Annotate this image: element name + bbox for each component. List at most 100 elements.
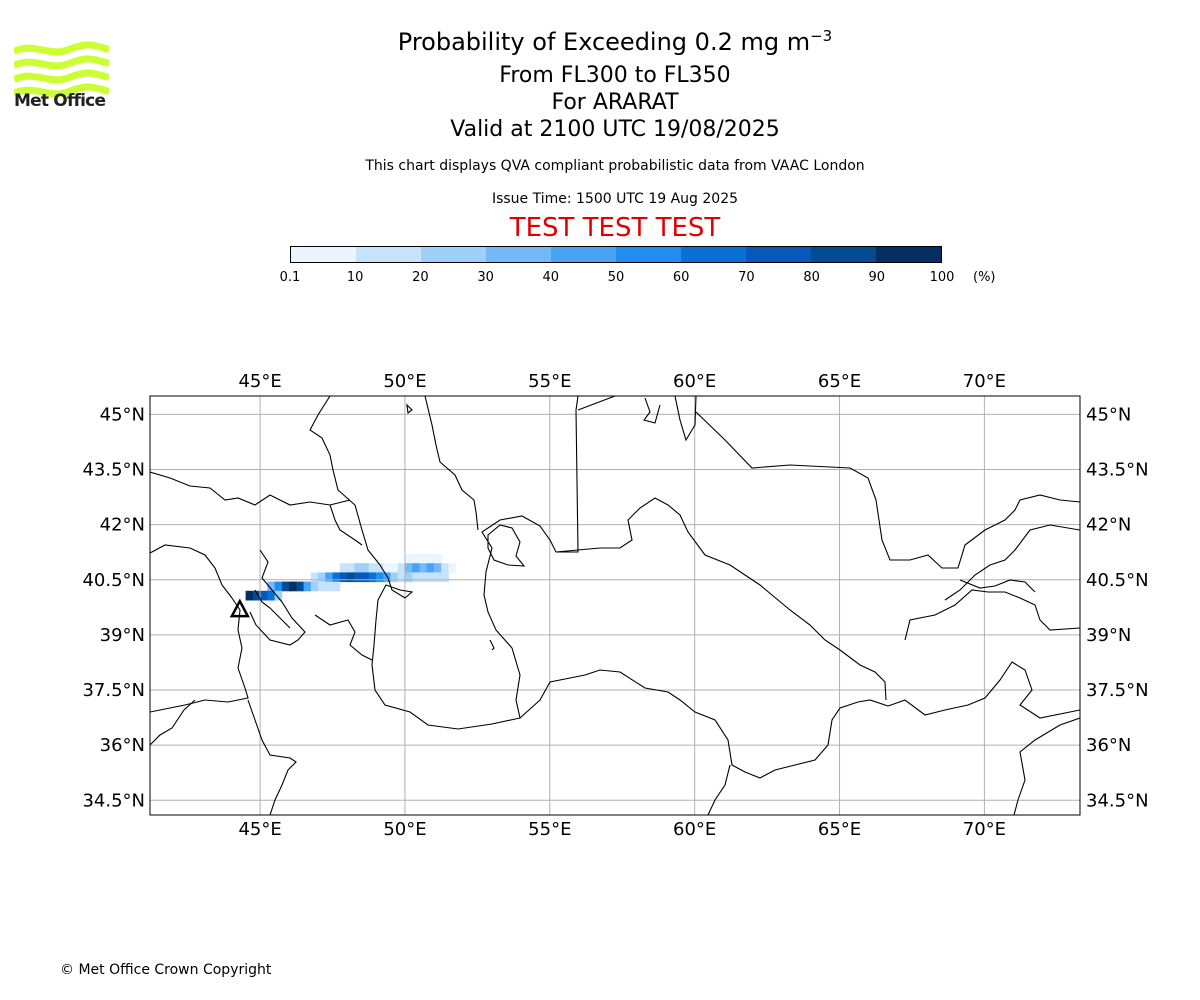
colorbar-segment <box>356 247 421 262</box>
lon-label-top: 45°E <box>238 371 281 392</box>
ash-cell <box>267 581 276 592</box>
border-iran-south <box>247 699 297 815</box>
colorbar-segment <box>876 247 941 262</box>
ash-cell <box>245 590 254 601</box>
ash-cell <box>426 572 435 583</box>
colorbar-tick-label: 50 <box>607 270 625 285</box>
colorbar-tick-label: 90 <box>868 270 886 285</box>
ash-cell <box>267 590 276 601</box>
ash-cell <box>274 581 283 592</box>
ash-cell <box>404 572 413 583</box>
border-caucasus <box>150 544 233 599</box>
ash-cell <box>310 581 319 592</box>
border-turkey-south <box>150 699 196 746</box>
coastlines-and-borders <box>150 396 1080 815</box>
lat-label-right: 39°N <box>1086 625 1131 646</box>
ash-cell <box>260 590 268 601</box>
aral-sea <box>577 396 697 442</box>
border-azerbaijan-south <box>314 614 373 661</box>
title-valid-time: Valid at 2100 UTC 19/08/2025 <box>450 117 780 142</box>
ash-cell <box>281 581 290 592</box>
lat-label-left: 43.5°N <box>82 460 145 481</box>
ash-cell <box>426 563 435 573</box>
volcano-marker <box>229 598 250 618</box>
ash-cell <box>397 572 406 583</box>
border-iran-turkmenistan <box>519 669 889 779</box>
caspian-island <box>489 639 495 651</box>
lat-label-right: 37.5°N <box>1086 680 1149 701</box>
kara-bogaz-gol <box>487 524 526 567</box>
caspian-coastline <box>309 396 579 730</box>
lat-label-right: 45°N <box>1086 404 1131 425</box>
title-flight-levels: From FL300 to FL350 <box>499 63 731 88</box>
ash-cell <box>433 563 442 573</box>
logo-text: Met Office <box>14 91 106 111</box>
colorbar-segment <box>681 247 746 262</box>
lon-label-bottom: 60°E <box>673 819 716 840</box>
ash-cell <box>289 581 297 592</box>
lat-label-left: 34.5°N <box>82 790 145 811</box>
ash-cell <box>318 572 326 583</box>
colorbar-tick-label: 80 <box>803 270 820 285</box>
ash-cell <box>433 554 442 564</box>
ash-cell <box>347 572 355 583</box>
ash-cell <box>354 563 362 573</box>
lat-label-right: 40.5°N <box>1086 570 1149 591</box>
lon-label-top: 70°E <box>963 371 1006 392</box>
colorbar-tick-label: 70 <box>738 270 755 285</box>
ash-cell <box>339 563 348 573</box>
border-iran-turkey <box>249 549 306 646</box>
ash-cell <box>368 563 377 573</box>
lon-label-bottom: 65°E <box>818 819 861 840</box>
axis-labels: 45°E 45°E 50°E 50°E 55°E 55°E 60°E 60°E 65°E 65°E… <box>82 371 1148 840</box>
colorbar-segment <box>746 247 811 262</box>
lat-label-left: 40.5°N <box>82 570 145 591</box>
colorbar-tick-label: 30 <box>477 270 494 285</box>
copyright-text: © Met Office Crown Copyright <box>60 962 272 978</box>
lon-label-top: 55°E <box>528 371 571 392</box>
ash-cell <box>325 581 334 592</box>
lon-label-top: 65°E <box>818 371 861 392</box>
colorbar-tick-label: 0.1 <box>279 270 301 285</box>
ash-cell <box>419 572 428 583</box>
border-azerbaijan <box>329 504 363 546</box>
caspian-northeast-coast <box>424 396 479 531</box>
issue-time: Issue Time: 1500 UTC 19 Aug 2025 <box>491 191 739 207</box>
ash-cell <box>404 554 413 564</box>
colorbar-segment <box>811 247 876 262</box>
met-office-logo-icon <box>14 41 109 98</box>
lat-label-left: 37.5°N <box>82 680 145 701</box>
ash-cell <box>332 581 341 592</box>
border-pakistan <box>1013 717 1080 815</box>
colorbar-tick-label: 60 <box>672 270 690 285</box>
lon-label-bottom: 70°E <box>963 819 1006 840</box>
ash-cell <box>390 572 399 583</box>
ash-cell <box>325 572 334 583</box>
map-background <box>150 396 1080 815</box>
ash-cell <box>361 572 370 583</box>
ash-probability-layer <box>245 554 457 601</box>
map-frame <box>149 395 1081 816</box>
colorbar-tick-label: 100 <box>929 270 955 285</box>
volcano-triangle-icon <box>229 598 250 618</box>
ash-cell <box>419 563 428 573</box>
ash-cell <box>397 563 406 573</box>
lat-label-right: 42°N <box>1086 515 1131 536</box>
chart-title: Probability of Exceeding 0.2 mg m−3 <box>0 27 1200 56</box>
ash-cell <box>332 572 341 583</box>
border-caucasus-inner <box>254 589 291 629</box>
ash-cell <box>296 581 305 592</box>
ash-cell <box>354 572 362 583</box>
title-line1: Probability of Exceeding 0.2 mg m <box>397 28 811 56</box>
border-afghanistan-east <box>887 661 1080 719</box>
ash-cell <box>368 572 377 583</box>
lat-label-left: 36°N <box>100 735 145 756</box>
ash-cell <box>390 563 399 573</box>
ash-cell <box>252 590 261 601</box>
black-sea-coast <box>150 471 351 506</box>
border-kyrgyz <box>944 524 1080 601</box>
colorbar-segment <box>291 247 356 262</box>
ash-cell <box>412 572 420 583</box>
colorbar-segment <box>486 247 551 262</box>
